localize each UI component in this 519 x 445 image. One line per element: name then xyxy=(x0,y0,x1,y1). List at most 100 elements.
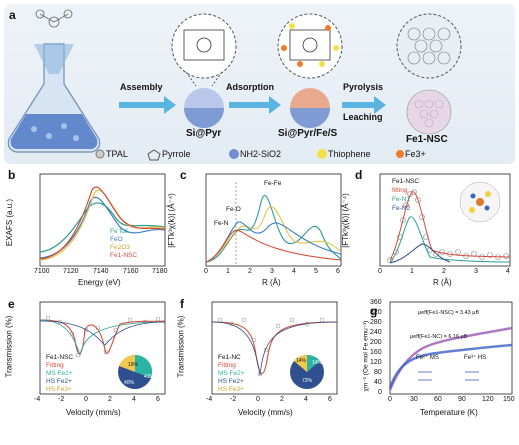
b-xtick-0: 7100 xyxy=(34,268,50,275)
legend-nh2-sio2: NH2-SiO2 xyxy=(240,149,282,159)
si-pyr-fe-s-sphere xyxy=(277,13,343,128)
f-pie-label-1: 14% xyxy=(312,360,323,366)
panel-f-xlabel: Velocity (mm/s) xyxy=(238,408,293,417)
e-pie-label-1: 41% xyxy=(144,374,155,380)
c-xtick-5: 5 xyxy=(314,268,318,275)
d-xtick-1: 1 xyxy=(410,268,414,275)
schematic-graphics xyxy=(7,9,462,161)
g-ytick-4: 160 xyxy=(370,349,382,356)
panel-e-letter: e xyxy=(8,297,15,311)
f-xtick-4: 4 xyxy=(304,396,308,403)
e-xtick-0: -4 xyxy=(34,396,41,403)
atom-model-icon xyxy=(459,181,501,223)
g-xtick-5: 150 xyxy=(503,396,515,403)
b-xtick-2: 7140 xyxy=(93,268,109,275)
flask-icon xyxy=(7,43,101,153)
fe1-nsc-sphere xyxy=(396,13,462,135)
e-xtick-5: 6 xyxy=(156,396,160,403)
c-xtick-0: 0 xyxy=(204,268,208,275)
panel-c-letter: c xyxy=(180,168,187,182)
stage-si-pyr-fe-s: Si@Pyr/Fe/S xyxy=(278,128,338,139)
g-ytick-0: 0 xyxy=(378,389,382,396)
e-xtick-1: -2 xyxy=(58,396,65,403)
panel-c-xlabel: R (Å) xyxy=(262,278,281,287)
g-ytick-3: 120 xyxy=(370,359,382,366)
panel-f-chart xyxy=(211,301,338,395)
e-legend-3: HS Fe2+ xyxy=(46,378,72,385)
panel-f-ylabel: Transmission (%) xyxy=(176,315,186,378)
panel-b-ylabel: EXAFS (a.u.) xyxy=(5,198,15,247)
legend-thiophene: Thiophene xyxy=(328,149,371,159)
legend-icons xyxy=(95,149,404,161)
e-legend-1: Fitting xyxy=(46,362,64,369)
panel-b-chart xyxy=(39,173,166,267)
b-legend-2: Fe2O3 xyxy=(110,244,130,251)
d-legend-2: Fe-N1 xyxy=(392,196,411,203)
b-xtick-1: 7120 xyxy=(63,268,79,275)
step-adsorption: Adsorption xyxy=(226,82,274,92)
panel-b-letter: b xyxy=(8,168,16,182)
panel-d-xlabel: R (Å) xyxy=(433,278,452,287)
e-xtick-2: 0 xyxy=(84,396,88,403)
d-legend-3: Fe-N2 xyxy=(392,205,411,212)
g-xtick-1: 30 xyxy=(410,396,418,403)
g-ytick-6: 240 xyxy=(370,329,382,336)
d-xtick-2: 2 xyxy=(442,268,446,275)
si-pyr-sphere xyxy=(171,13,237,128)
g-xtick-4: 120 xyxy=(482,396,494,403)
c-xtick-4: 4 xyxy=(292,268,296,275)
g-ytick-1: 40 xyxy=(374,379,382,386)
b-xtick-3: 7160 xyxy=(123,268,139,275)
g-annot-2: Fe²⁺ MS xyxy=(416,355,439,361)
step-pyrolysis: Pyrolysis xyxy=(343,82,384,92)
arrow-pyrolysis xyxy=(342,96,386,114)
arrow-adsorption xyxy=(229,96,281,114)
panel-c-chart xyxy=(205,173,342,267)
e-xtick-4: 4 xyxy=(132,396,136,403)
f-legend-0: Fe1-NC xyxy=(218,354,241,361)
b-legend-3: Fe1-NSC xyxy=(110,252,138,259)
f-legend-1: Fitting xyxy=(218,362,236,369)
panel-e-chart xyxy=(39,301,166,395)
f-legend-3: HS Fe2+ xyxy=(218,378,244,385)
f-xtick-5: 6 xyxy=(328,396,332,403)
panel-c-ylabel: |FTk³χ(k)| (Å⁻⁴) xyxy=(166,193,176,248)
g-xtick-3: 90 xyxy=(458,396,466,403)
step-assembly: Assembly xyxy=(120,82,163,92)
c-annot-fen: Fe-N xyxy=(214,220,229,227)
b-legend-1: FeO xyxy=(110,236,123,243)
g-xtick-2: 60 xyxy=(434,396,442,403)
arrow-assembly xyxy=(119,96,176,114)
e-legend-0: Fe1-NSC xyxy=(46,354,74,361)
g-ytick-8: 320 xyxy=(370,309,382,316)
legend-pyrrole: Pyrrole xyxy=(162,149,191,159)
g-annot-0: μeff(Fe1-NSC) = 3.43 μB xyxy=(418,310,480,316)
c-xtick-6: 6 xyxy=(336,268,340,275)
f-legend-2: MS Fe2+ xyxy=(218,370,245,377)
c-annot-fefe: Fe-Fe xyxy=(264,180,282,187)
d-xtick-3: 3 xyxy=(474,268,478,275)
e-legend-2: MS Fe2+ xyxy=(46,370,73,377)
d-xtick-4: 4 xyxy=(506,268,510,275)
d-legend-0: Fe1-NSC xyxy=(392,178,420,185)
stage-si-pyr: Si@Pyr xyxy=(186,128,222,139)
panel-g-chart xyxy=(388,301,513,395)
g-annot-3: Fe³⁺ HS xyxy=(464,355,487,361)
b-xtick-4: 7180 xyxy=(152,268,168,275)
panel-a-letter: a xyxy=(9,8,16,22)
f-pie-label-2: 72% xyxy=(302,378,313,384)
step-leaching: Leaching xyxy=(343,112,383,122)
panel-d-ylabel: |FTk³χ(k)| (Å⁻⁴) xyxy=(340,193,350,248)
f-xtick-2: 0 xyxy=(256,396,260,403)
c-annot-feo: Fe-O xyxy=(226,206,241,213)
panel-d-chart xyxy=(379,173,511,267)
d-xtick-0: 0 xyxy=(378,268,382,275)
panel-f-pie xyxy=(290,354,324,389)
b-legend-0: Fe foil xyxy=(110,228,128,235)
series-fe1-nsc xyxy=(39,186,166,260)
panel-b-xlabel: Energy (eV) xyxy=(78,278,121,287)
stage-fe1-nsc: Fe1-NSC xyxy=(406,134,448,145)
panel-g-letter: g xyxy=(370,304,378,318)
c-xtick-1: 1 xyxy=(226,268,230,275)
g-xtick-0: 0 xyxy=(388,396,392,403)
